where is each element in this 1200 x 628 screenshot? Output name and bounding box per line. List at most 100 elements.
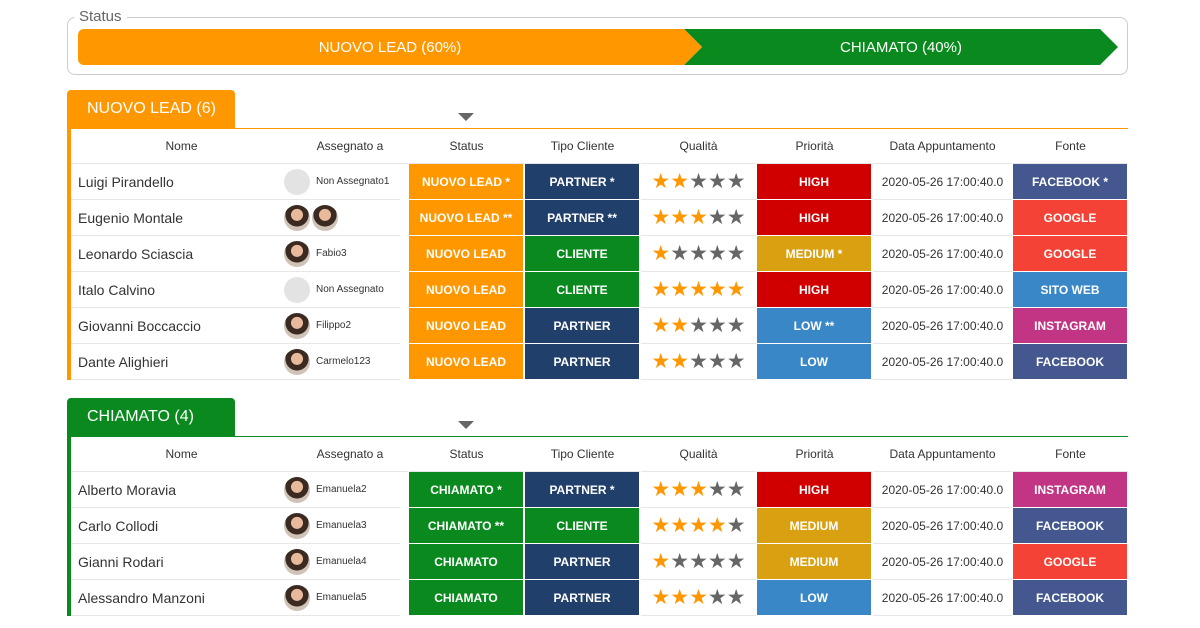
assignee: Emanuela2 <box>284 472 400 508</box>
source-badge[interactable]: FACEBOOK * <box>1013 164 1128 200</box>
status-badge[interactable]: NUOVO LEAD ** <box>409 200 524 236</box>
collapse-caret[interactable] <box>458 421 474 429</box>
column-header[interactable]: Nome <box>71 436 292 472</box>
star: ★ <box>726 586 746 609</box>
priority-badge[interactable]: MEDIUM * <box>757 236 872 272</box>
group-tab[interactable]: NUOVO LEAD (6) <box>67 90 235 128</box>
priority-badge[interactable]: MEDIUM <box>757 508 872 544</box>
status-badge[interactable]: CHIAMATO <box>409 544 524 580</box>
lead-name[interactable]: Gianni Rodari <box>71 544 292 580</box>
column-header[interactable]: Priorità <box>757 128 872 164</box>
assignee-name: Emanuela3 <box>316 520 367 531</box>
priority-badge[interactable]: HIGH <box>757 472 872 508</box>
priority-badge[interactable]: HIGH <box>757 200 872 236</box>
status-badge[interactable]: CHIAMATO * <box>409 472 524 508</box>
column-header[interactable]: Fonte <box>1013 436 1128 472</box>
source-badge[interactable]: GOOGLE <box>1013 544 1128 580</box>
appointment-date: 2020-05-26 17:00:40.0 <box>873 544 1012 580</box>
column-header[interactable]: Qualità <box>641 436 756 472</box>
source-badge[interactable]: FACEBOOK <box>1013 580 1128 616</box>
status-badge[interactable]: NUOVO LEAD * <box>409 164 524 200</box>
quality-stars: ★ ★ ★ ★ ★ <box>641 544 756 580</box>
client-badge[interactable]: PARTNER <box>525 544 640 580</box>
lead-name[interactable]: Carlo Collodi <box>71 508 292 544</box>
source-badge[interactable]: INSTAGRAM <box>1013 308 1128 344</box>
lead-name[interactable]: Dante Alighieri <box>71 344 292 380</box>
lead-name[interactable]: Alessandro Manzoni <box>71 580 292 616</box>
status-badge[interactable]: NUOVO LEAD <box>409 236 524 272</box>
assignee-name: Non Assegnato <box>316 284 384 295</box>
column-header[interactable]: Fonte <box>1013 128 1128 164</box>
avatar <box>284 512 310 539</box>
star: ★ <box>651 242 671 265</box>
source-badge[interactable]: GOOGLE <box>1013 236 1128 272</box>
column-header[interactable]: Status <box>409 436 524 472</box>
column-header[interactable]: Qualità <box>641 128 756 164</box>
star: ★ <box>726 350 746 373</box>
lead-name[interactable]: Giovanni Boccaccio <box>71 308 292 344</box>
lead-name[interactable]: Alberto Moravia <box>71 472 292 508</box>
lead-name[interactable]: Luigi Pirandello <box>71 164 292 200</box>
source-badge[interactable]: FACEBOOK <box>1013 344 1128 380</box>
status-badge[interactable]: NUOVO LEAD <box>409 308 524 344</box>
star: ★ <box>651 314 671 337</box>
appointment-date: 2020-05-26 17:00:40.0 <box>873 308 1012 344</box>
priority-badge[interactable]: HIGH <box>757 272 872 308</box>
column-header[interactable]: Data Appuntamento <box>873 436 1012 472</box>
column-header[interactable]: Tipo Cliente <box>525 128 640 164</box>
assignee-name: Fabio3 <box>316 248 347 259</box>
priority-badge[interactable]: MEDIUM <box>757 544 872 580</box>
star: ★ <box>707 586 727 609</box>
lead-name[interactable]: Leonardo Sciascia <box>71 236 292 272</box>
client-badge[interactable]: CLIENTE <box>525 272 640 308</box>
star: ★ <box>651 170 671 193</box>
client-badge[interactable]: PARTNER ** <box>525 200 640 236</box>
status-badge[interactable]: NUOVO LEAD <box>409 344 524 380</box>
column-header[interactable]: Data Appuntamento <box>873 128 1012 164</box>
collapse-caret[interactable] <box>458 113 474 121</box>
quality-stars: ★ ★ ★ ★ ★ <box>641 580 756 616</box>
star: ★ <box>726 170 746 193</box>
client-badge[interactable]: PARTNER <box>525 344 640 380</box>
lead-name[interactable]: Italo Calvino <box>71 272 292 308</box>
client-badge[interactable]: PARTNER <box>525 580 640 616</box>
priority-badge[interactable]: LOW ** <box>757 308 872 344</box>
star: ★ <box>707 206 727 229</box>
priority-badge[interactable]: LOW <box>757 580 872 616</box>
avatar <box>312 204 338 231</box>
client-badge[interactable]: PARTNER <box>525 308 640 344</box>
lead-name[interactable]: Eugenio Montale <box>71 200 292 236</box>
column-header[interactable]: Nome <box>71 128 292 164</box>
status-segment: CHIAMATO (40%) <box>684 29 1118 65</box>
status-badge[interactable]: NUOVO LEAD <box>409 272 524 308</box>
column-header[interactable]: Status <box>409 128 524 164</box>
column-header[interactable]: Assegnato a <box>292 128 408 164</box>
star: ★ <box>689 242 708 265</box>
status-badge[interactable]: CHIAMATO ** <box>409 508 524 544</box>
quality-stars: ★ ★ ★ ★ ★ <box>641 344 756 380</box>
client-badge[interactable]: CLIENTE <box>525 236 640 272</box>
star: ★ <box>651 206 671 229</box>
quality-stars: ★ ★ ★ ★ ★ <box>641 308 756 344</box>
source-badge[interactable]: FACEBOOK <box>1013 508 1128 544</box>
client-badge[interactable]: PARTNER * <box>525 164 640 200</box>
source-badge[interactable]: GOOGLE <box>1013 200 1128 236</box>
source-badge[interactable]: INSTAGRAM <box>1013 472 1128 508</box>
client-badge[interactable]: CLIENTE <box>525 508 640 544</box>
appointment-date: 2020-05-26 17:00:40.0 <box>873 472 1012 508</box>
priority-badge[interactable]: HIGH <box>757 164 872 200</box>
status-badge[interactable]: CHIAMATO <box>409 580 524 616</box>
star: ★ <box>726 550 746 573</box>
source-badge[interactable]: SITO WEB <box>1013 272 1128 308</box>
star: ★ <box>651 350 671 373</box>
priority-badge[interactable]: LOW <box>757 344 872 380</box>
client-badge[interactable]: PARTNER * <box>525 472 640 508</box>
group-stripe <box>67 128 71 380</box>
column-header[interactable]: Tipo Cliente <box>525 436 640 472</box>
assignee-name: Emanuela2 <box>316 484 367 495</box>
group-tab[interactable]: CHIAMATO (4) <box>67 398 235 436</box>
star: ★ <box>651 478 671 501</box>
column-header[interactable]: Priorità <box>757 436 872 472</box>
column-header[interactable]: Assegnato a <box>292 436 408 472</box>
star: ★ <box>670 206 690 229</box>
